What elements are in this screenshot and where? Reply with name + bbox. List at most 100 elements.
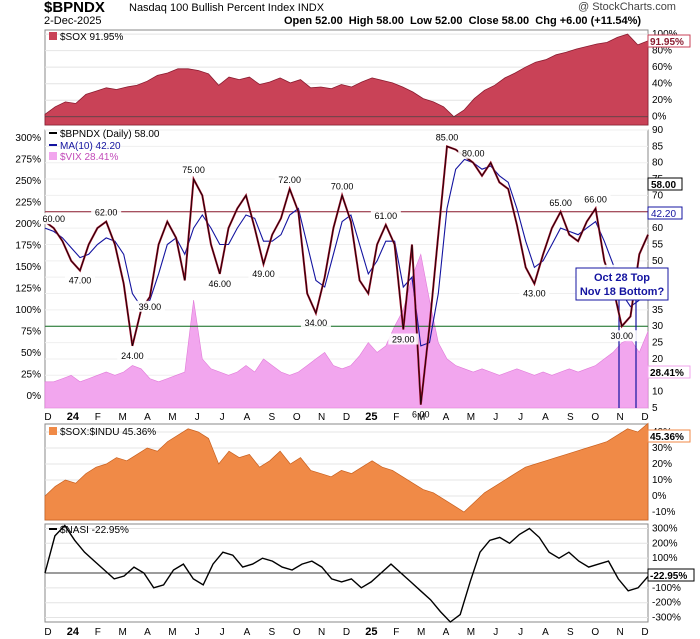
bpndx-point-label-bg xyxy=(300,317,331,329)
bpndx-point-label: 49.00 xyxy=(252,269,275,279)
bpndx-point-label-bg xyxy=(370,209,401,221)
bpndx-right-ytick: 70 xyxy=(652,190,664,201)
middle-xtick-label: A xyxy=(542,412,549,423)
bpndx-point-label-bg xyxy=(38,213,69,225)
bpndx-point-label-bg xyxy=(580,193,611,205)
sox-ytick-label: 20% xyxy=(652,95,672,106)
nasi-last-value: -22.95% xyxy=(650,571,687,582)
nasi-line-series xyxy=(44,524,649,623)
bpndx-point-label: 66.00 xyxy=(584,194,607,204)
ratio-legend-label: $SOX:$INDU 45.36% xyxy=(60,427,156,438)
annotation-line-1: Oct 28 Top xyxy=(594,272,650,284)
nasi-ytick-label: 100% xyxy=(652,553,678,564)
bpndx-left-ytick: 275% xyxy=(15,155,41,166)
middle-xtick-label: M xyxy=(467,412,475,423)
stockcharts-brand: @ StockCharts.com xyxy=(578,1,676,13)
ratio-ytick-label: -10% xyxy=(652,507,675,518)
bpndx-right-ytick: 25 xyxy=(652,338,664,349)
bpndx-right-ytick: 35 xyxy=(652,305,664,316)
bpndx-point-label-bg xyxy=(134,300,165,312)
middle-xtick-label: D xyxy=(343,412,350,423)
ma-last-value: 42.20 xyxy=(651,209,676,220)
bpndx-point-label-bg xyxy=(405,408,436,420)
bottom-xtick-label: O xyxy=(591,627,599,638)
bpndx-right-ytick: 60 xyxy=(652,223,664,234)
nasi-ytick-label: 200% xyxy=(652,538,678,549)
bpndx-right-ytick: 80 xyxy=(652,158,664,169)
middle-xtick-label: D xyxy=(641,412,648,423)
bpndx-right-ytick: 30 xyxy=(652,321,664,332)
ratio-ytick-label: 20% xyxy=(652,459,672,470)
bpndx-point-label-bg xyxy=(458,147,489,159)
bpndx-left-ytick: 175% xyxy=(15,241,41,252)
bottom-xtick-label: N xyxy=(617,627,624,638)
bottom-xtick-label: F xyxy=(393,627,399,638)
middle-xtick-label: M xyxy=(417,412,425,423)
annotation-line-2: Nov 18 Bottom? xyxy=(580,286,665,298)
bpndx-right-ytick: 85 xyxy=(652,141,664,152)
sox-legend-label: $SOX 91.95% xyxy=(60,32,123,43)
sox-last-value-box xyxy=(647,34,691,48)
bpndx-panel-frame xyxy=(44,129,649,409)
bpndx-point-label-bg xyxy=(178,164,209,176)
bottom-xtick-label: F xyxy=(95,627,101,638)
symbol-description: Nasdaq 100 Bullish Percent Index INDX xyxy=(129,2,325,14)
bpndx-point-label: 65.00 xyxy=(549,198,572,208)
chart-header: $BPNDX Nasdaq 100 Bullish Percent Index … xyxy=(0,0,700,30)
bpndx-point-label: 80.00 xyxy=(462,149,485,159)
bpndx-point-label: 72.00 xyxy=(278,175,301,185)
ratio-area-series xyxy=(44,422,649,521)
bpndx-point-label-bg xyxy=(545,196,576,208)
bpndx-point-label: 43.00 xyxy=(523,289,546,299)
bottom-xtick-label: A xyxy=(144,627,151,638)
bpndx-point-label: 61.00 xyxy=(375,211,398,221)
middle-xtick-label: D xyxy=(44,412,51,423)
vix-area-series xyxy=(44,253,649,409)
nasi-last-value-box xyxy=(647,568,695,582)
bpndx-point-label: 30.00 xyxy=(611,331,634,341)
bpndx-point-label-bg xyxy=(606,330,637,342)
bottom-xtick-label: O xyxy=(293,627,301,638)
bpndx-point-label: 29.00 xyxy=(392,335,415,345)
ratio-ytick-label: 0% xyxy=(652,491,667,502)
bottom-xtick-label: N xyxy=(318,627,325,638)
nasi-ytick-label: -100% xyxy=(652,583,681,594)
ratio-last-value: 45.36% xyxy=(650,432,684,443)
bpndx-point-label-bg xyxy=(64,274,95,286)
bpndx-left-ytick: 225% xyxy=(15,198,41,209)
bpndx-point-label: 62.00 xyxy=(95,208,118,218)
bpndx-right-ytick: 90 xyxy=(652,125,664,136)
bpndx-left-ytick: 50% xyxy=(21,348,41,359)
nasi-ytick-label: -300% xyxy=(652,613,681,624)
bpndx-point-label: 47.00 xyxy=(69,276,92,286)
bpndx-right-ytick: 55 xyxy=(652,239,664,250)
bottom-xtick-label: 25 xyxy=(365,626,377,638)
bottom-xtick-label: A xyxy=(542,627,549,638)
sox-ytick-label: 0% xyxy=(652,112,667,123)
ma-last-value-box xyxy=(647,206,683,220)
bpndx-right-ytick: 20 xyxy=(652,354,664,365)
bpndx-last-value-box xyxy=(647,177,683,191)
bpndx-point-label: 24.00 xyxy=(121,351,144,361)
bottom-xtick-label: 24 xyxy=(67,626,80,638)
sox-ytick-label: 80% xyxy=(652,46,672,57)
bpndx-left-ytick: 25% xyxy=(21,370,41,381)
bottom-xtick-label: M xyxy=(168,627,176,638)
bottom-xtick-label: J xyxy=(493,627,498,638)
middle-xtick-label: F xyxy=(393,412,399,423)
middle-xtick-label: J xyxy=(195,412,200,423)
bpndx-right-ytick: 10 xyxy=(652,387,664,398)
bottom-xtick-label: M xyxy=(118,627,126,638)
vix-last-value: 28.41% xyxy=(650,368,684,379)
sox-last-value: 91.95% xyxy=(650,37,684,48)
bpndx-left-ytick: 300% xyxy=(15,133,41,144)
vix-legend-label: $VIX 28.41% xyxy=(60,152,118,163)
ohlc-readout: Open 52.00 High 58.00 Low 52.00 Close 58… xyxy=(284,15,642,27)
middle-xtick-label: 24 xyxy=(67,411,80,423)
bpndx-point-label-bg xyxy=(388,333,419,345)
bpndx-legend-label: $BPNDX (Daily) 58.00 xyxy=(60,129,160,140)
bottom-xtick-label: D xyxy=(641,627,648,638)
sox-area-series xyxy=(44,33,649,126)
bottom-xtick-label: A xyxy=(443,627,450,638)
